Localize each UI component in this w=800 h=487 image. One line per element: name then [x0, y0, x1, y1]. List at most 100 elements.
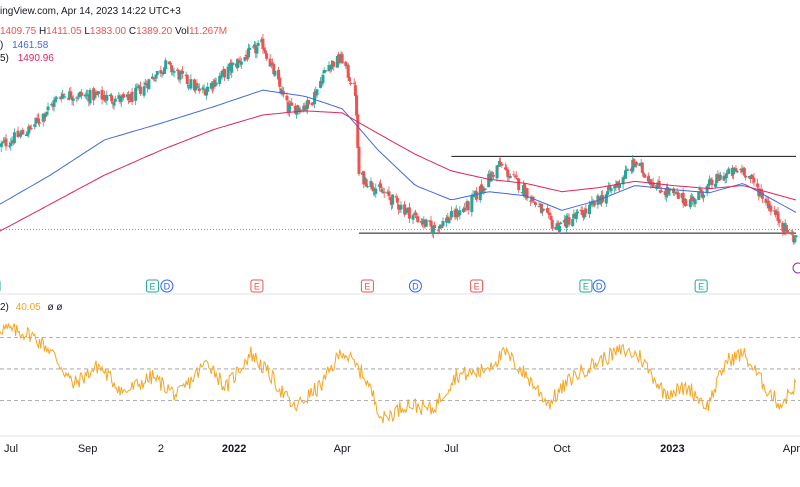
- candle: [102, 90, 106, 102]
- candle: [545, 204, 549, 214]
- candle: [710, 176, 714, 189]
- candle-body: [77, 92, 81, 98]
- candle: [147, 78, 151, 90]
- candle: [777, 214, 781, 228]
- candle-body: [34, 117, 38, 124]
- candle-body: [347, 77, 351, 81]
- candle-body: [464, 209, 468, 211]
- candle: [0, 141, 4, 148]
- candle-body: [138, 86, 142, 94]
- candle-body: [634, 161, 638, 166]
- candle: [239, 58, 243, 69]
- candle-body: [466, 201, 470, 211]
- candle-body: [436, 229, 440, 231]
- candle-body: [38, 122, 42, 124]
- candle-body: [735, 170, 739, 173]
- candle: [693, 198, 697, 208]
- candle-body: [329, 64, 333, 70]
- earnings-label: E: [583, 282, 589, 292]
- candle: [159, 65, 163, 77]
- candle-body: [237, 59, 241, 61]
- event-marker-d: D: [592, 279, 606, 293]
- candle: [206, 82, 210, 92]
- candle-body: [296, 105, 300, 110]
- candle-body: [9, 142, 13, 147]
- ma-slow-label: 5): [0, 53, 9, 64]
- candle: [490, 170, 494, 179]
- event-marker-e: E: [145, 279, 159, 293]
- candle: [135, 83, 139, 88]
- low-value: 1383.00: [89, 26, 127, 37]
- candle: [609, 185, 613, 195]
- candle-body: [606, 191, 610, 195]
- earnings-marker: [360, 279, 374, 293]
- earnings-marker: [250, 279, 264, 293]
- candle-body: [223, 69, 227, 78]
- x-tick-label: Sep: [78, 443, 98, 455]
- candle-body: [681, 192, 685, 204]
- ma-fast-legend[interactable]: ) 1461.58: [0, 40, 48, 51]
- candle-body: [715, 174, 719, 184]
- candle-body: [153, 80, 157, 82]
- candle-body: [651, 182, 655, 188]
- candle-body: [693, 199, 697, 205]
- candle-body: [394, 196, 398, 198]
- candle-body: [714, 183, 718, 187]
- candle-body: [239, 61, 243, 65]
- candle-body: [83, 94, 87, 97]
- candle: [537, 201, 541, 208]
- candle: [718, 172, 722, 181]
- candle: [676, 190, 680, 200]
- candle-body: [660, 190, 664, 192]
- candle: [248, 44, 252, 55]
- candle-body: [365, 186, 369, 188]
- ma-slow-legend[interactable]: 5) 1490.96: [0, 53, 54, 64]
- candle: [349, 80, 353, 86]
- candle-body: [155, 70, 159, 75]
- rsi-legend[interactable]: 2) 40.05 ø ø: [0, 302, 63, 313]
- candle-body: [574, 212, 578, 220]
- candle-body: [429, 220, 433, 227]
- candle-body: [626, 169, 630, 171]
- candle: [29, 124, 33, 131]
- candle: [781, 221, 785, 236]
- candle: [223, 68, 227, 81]
- candle-body: [517, 178, 521, 191]
- candle-body: [382, 191, 386, 194]
- candle-body: [21, 129, 25, 135]
- candle-body: [440, 224, 444, 229]
- candle-body: [769, 205, 773, 212]
- candle-body: [764, 198, 768, 203]
- candle-body: [305, 100, 309, 109]
- candle-body: [567, 217, 571, 225]
- candle: [303, 102, 307, 112]
- candle-body: [152, 77, 156, 80]
- candle-body: [364, 179, 368, 187]
- candle: [525, 187, 529, 202]
- candle-body: [268, 58, 272, 67]
- candle-body: [380, 189, 384, 193]
- x-tick-label: 2022: [222, 443, 246, 455]
- candle-body: [170, 65, 174, 73]
- candle-body: [571, 219, 575, 227]
- candle-body: [675, 191, 679, 193]
- candle-body: [167, 61, 171, 65]
- candle: [643, 173, 647, 178]
- candle: [80, 88, 84, 100]
- event-marker-e-red: E: [470, 279, 484, 293]
- candle-body: [269, 63, 273, 66]
- candle-body: [195, 83, 199, 87]
- candle: [752, 172, 756, 187]
- candle-body: [533, 202, 537, 205]
- candle-body: [776, 211, 780, 221]
- candle-body: [236, 59, 240, 69]
- candle-body: [353, 85, 357, 96]
- candle: [290, 97, 294, 106]
- candle: [374, 183, 378, 198]
- candle: [508, 173, 512, 179]
- candle-body: [271, 62, 275, 64]
- candle: [197, 83, 201, 94]
- candle: [152, 77, 156, 81]
- candle-body: [278, 77, 282, 87]
